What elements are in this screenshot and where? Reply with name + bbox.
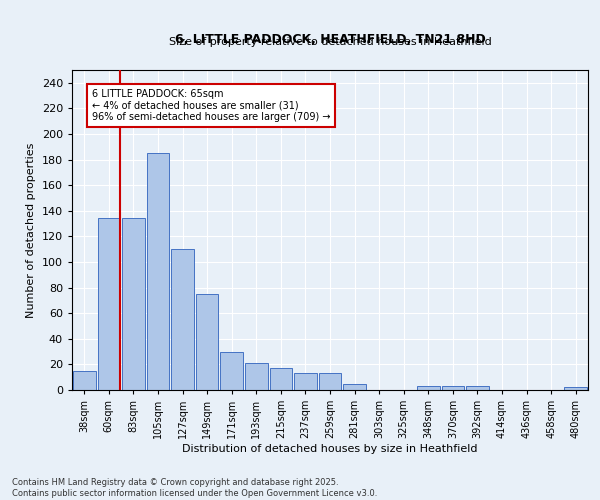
Bar (319, 374, 341, 390)
Bar (146, 153, 169, 390)
Bar (122, 218, 145, 390)
Text: 6, LITTLE PADDOCK, HEATHFIELD, TN21 8HD: 6, LITTLE PADDOCK, HEATHFIELD, TN21 8HD (175, 33, 485, 46)
Bar (466, 386, 489, 390)
Text: Contains HM Land Registry data © Crown copyright and database right 2025.
Contai: Contains HM Land Registry data © Crown c… (12, 478, 377, 498)
Bar (294, 374, 317, 390)
Bar (343, 384, 366, 390)
Y-axis label: Number of detached properties: Number of detached properties (26, 142, 36, 318)
Bar (196, 294, 218, 390)
Bar (171, 249, 194, 390)
Bar (269, 368, 292, 390)
Title: Size of property relative to detached houses in Heathfield: Size of property relative to detached ho… (169, 37, 491, 47)
Bar (417, 386, 440, 390)
Bar (220, 352, 243, 390)
Bar (98, 218, 120, 390)
Text: 6 LITTLE PADDOCK: 65sqm
← 4% of detached houses are smaller (31)
96% of semi-det: 6 LITTLE PADDOCK: 65sqm ← 4% of detached… (92, 89, 330, 122)
Bar (245, 363, 268, 390)
X-axis label: Distribution of detached houses by size in Heathfield: Distribution of detached houses by size … (182, 444, 478, 454)
Bar (565, 388, 587, 390)
Bar (73, 371, 95, 390)
Bar (442, 386, 464, 390)
